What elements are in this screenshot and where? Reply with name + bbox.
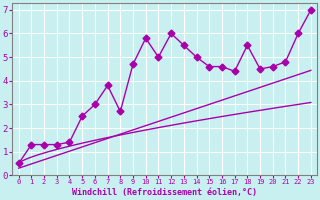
X-axis label: Windchill (Refroidissement éolien,°C): Windchill (Refroidissement éolien,°C) xyxy=(72,188,257,197)
